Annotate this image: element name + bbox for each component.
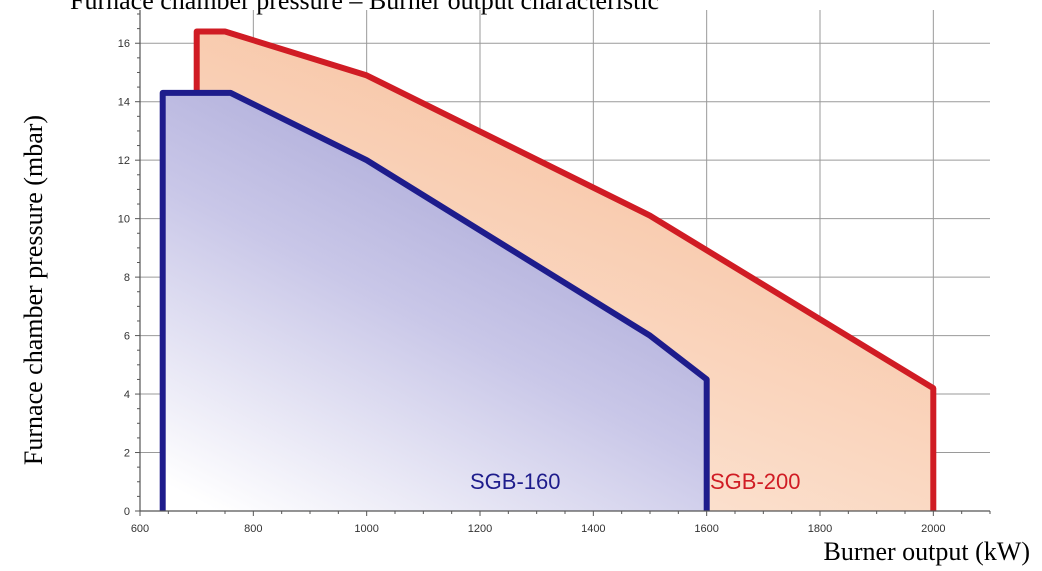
y-tick-label: 14 [118, 97, 130, 109]
x-tick-label: 1800 [808, 523, 832, 535]
x-tick-label: 1200 [468, 523, 492, 535]
y-tick-label: 12 [118, 155, 130, 167]
series-label-sgb-160: SGB-160 [470, 469, 561, 494]
series-layer [159, 28, 937, 512]
series-label-sgb-200: SGB-200 [710, 469, 801, 494]
series-line-sgb-160 [159, 89, 710, 511]
series-line-sgb-200 [193, 28, 937, 511]
y-tick-label: 6 [124, 331, 130, 343]
series-area-sgb-160 [162, 92, 707, 512]
x-tick-label: 1000 [354, 523, 378, 535]
y-tick-label: 8 [124, 272, 130, 284]
axes [135, 10, 991, 516]
clipped-header-text: Furnace chamber pressure – Burner output… [70, 0, 659, 15]
y-tick-label: 16 [118, 38, 130, 50]
y-tick-label: 0 [124, 506, 130, 518]
x-tick-label: 800 [244, 523, 262, 535]
y-tick-label: 4 [124, 389, 130, 401]
x-tick-label: 2000 [921, 523, 945, 535]
x-tick-label: 600 [131, 523, 149, 535]
x-tick-label: 1600 [694, 523, 718, 535]
x-axis-title: Burner output (kW) [823, 537, 1030, 566]
tick-labels: 600 800 1000 1200 1400 1600 1800 2000 0 2 4 6 8 10 12 1… [118, 38, 946, 535]
y-axis-title: Furnace chamber pressure (mbar) [19, 115, 48, 465]
y-tick-label: 10 [118, 214, 130, 226]
y-tick-label: 2 [124, 448, 130, 460]
x-tick-label: 1400 [581, 523, 605, 535]
